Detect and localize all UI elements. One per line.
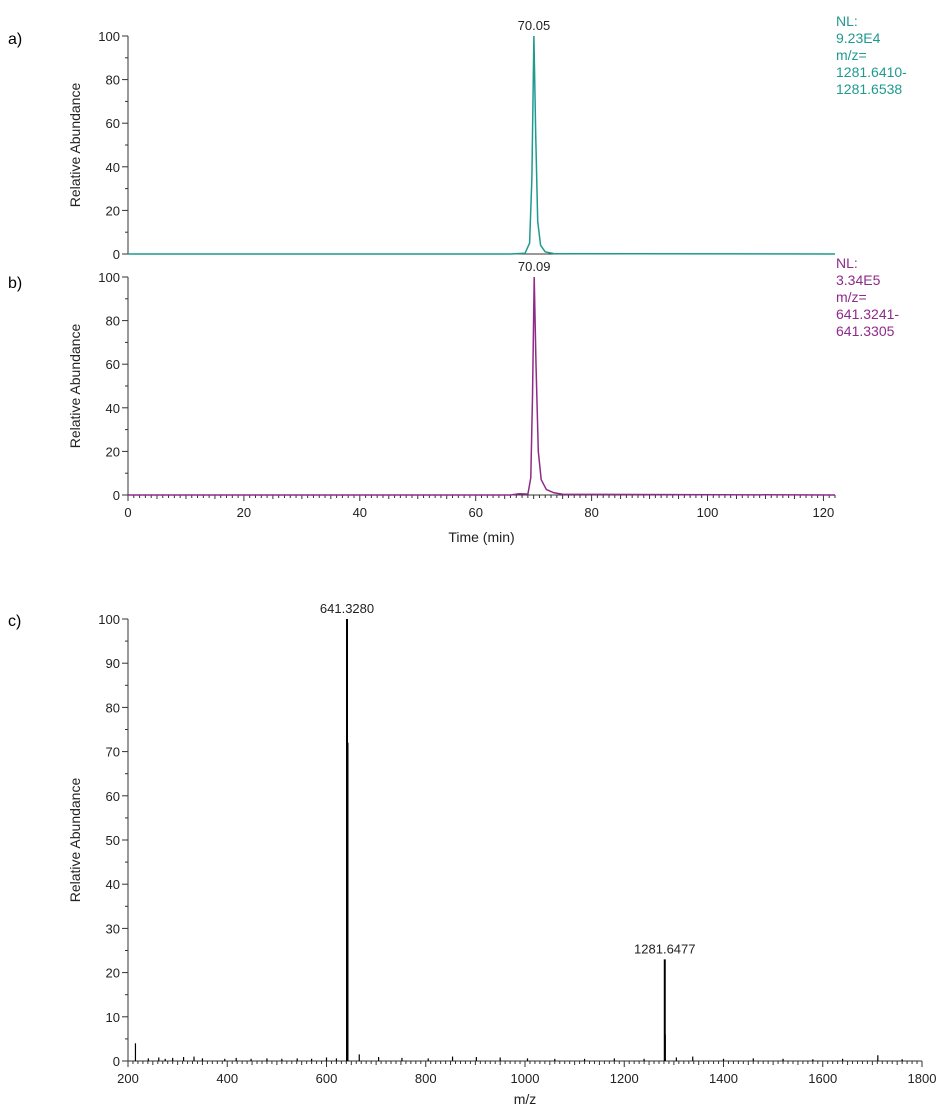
panel-c-x-tick-label: 600 bbox=[316, 1071, 338, 1086]
panel-b-y-axis-title: Relative Abundance bbox=[67, 324, 83, 449]
panel-c-x-axis-title: m/z bbox=[514, 1091, 537, 1107]
panel-b-info-line: 641.3241- bbox=[836, 306, 899, 322]
panel-c-x-tick-label: 1000 bbox=[511, 1071, 540, 1086]
panel-b-info-line: 641.3305 bbox=[836, 323, 895, 339]
panel-c-y-tick-label: 20 bbox=[106, 966, 120, 981]
panel-a-series-line bbox=[128, 35, 836, 255]
panel-c-peak-annotation: 641.3280 bbox=[320, 601, 374, 616]
panel-c-y-axis-title: Relative Abundance bbox=[67, 778, 83, 903]
panel-b-x-axis-title: Time (min) bbox=[448, 529, 514, 545]
panel-c-y-tick-label: 10 bbox=[106, 1010, 120, 1025]
panel-a-y-tick-label: 100 bbox=[98, 29, 120, 44]
panel-b-y-tick-label: 0 bbox=[113, 488, 120, 503]
panel-b-series-line bbox=[128, 276, 836, 496]
panel-a-info-line: 9.23E4 bbox=[836, 30, 881, 46]
panel-b-x-tick-label: 120 bbox=[813, 505, 835, 520]
panel-c-x-tick-label: 800 bbox=[415, 1071, 437, 1086]
panel-b-info-line: NL: bbox=[836, 255, 858, 271]
panel-a-label: a) bbox=[8, 31, 22, 48]
panel-b-x-tick-label: 20 bbox=[237, 505, 251, 520]
panel-c-peak-annotation: 1281.6477 bbox=[634, 941, 695, 956]
panel-b-y-tick-label: 100 bbox=[98, 270, 120, 285]
panel-b-x-tick-label: 40 bbox=[353, 505, 367, 520]
panel-b-x-tick-label: 80 bbox=[584, 505, 598, 520]
panel-a-info-line: 1281.6410- bbox=[836, 64, 907, 80]
panel-c-y-tick-label: 100 bbox=[98, 612, 120, 627]
panel-a-y-tick-label: 20 bbox=[106, 203, 120, 218]
panel-c-x-tick-label: 400 bbox=[216, 1071, 238, 1086]
panel-c-x-tick-label: 1600 bbox=[808, 1071, 837, 1086]
panel-b-peak-label: 70.09 bbox=[518, 259, 551, 274]
panel-c-x-tick-label: 1400 bbox=[709, 1071, 738, 1086]
panel-c-x-tick-label: 1800 bbox=[908, 1071, 937, 1086]
panel-b-x-tick-label: 100 bbox=[697, 505, 719, 520]
panel-b-info-line: m/z= bbox=[836, 289, 867, 305]
panel-c-y-tick-label: 80 bbox=[106, 700, 120, 715]
panel-c-label: c) bbox=[8, 613, 21, 630]
panel-a-y-axis-title: Relative Abundance bbox=[67, 83, 83, 208]
panel-b-info-line: 3.34E5 bbox=[836, 272, 881, 288]
panel-b-y-tick-label: 80 bbox=[106, 314, 120, 329]
panel-c-y-tick-label: 70 bbox=[106, 745, 120, 760]
panel-c-x-tick-label: 1200 bbox=[610, 1071, 639, 1086]
panel-c-y-tick-label: 60 bbox=[106, 789, 120, 804]
panel-c-y-tick-label: 50 bbox=[106, 833, 120, 848]
panel-c-y-tick-label: 0 bbox=[113, 1054, 120, 1069]
panel-b-y-tick-label: 40 bbox=[106, 401, 120, 416]
panel-a-y-tick-label: 80 bbox=[106, 73, 120, 88]
panel-c-x-tick-label: 200 bbox=[117, 1071, 139, 1086]
panel-b-x-tick-label: 60 bbox=[468, 505, 482, 520]
panel-a-info-line: NL: bbox=[836, 13, 858, 29]
panel-b-y-tick-label: 20 bbox=[106, 444, 120, 459]
panel-b-y-tick-label: 60 bbox=[106, 357, 120, 372]
panel-a-y-tick-label: 40 bbox=[106, 160, 120, 175]
panel-a-y-tick-label: 0 bbox=[113, 247, 120, 262]
panel-a-peak-label: 70.05 bbox=[518, 18, 551, 33]
panel-c-y-tick-label: 90 bbox=[106, 656, 120, 671]
panel-c-y-tick-label: 40 bbox=[106, 877, 120, 892]
panel-a-info-line: m/z= bbox=[836, 47, 867, 63]
panel-c-y-tick-label: 30 bbox=[106, 921, 120, 936]
panel-b-x-tick-label: 0 bbox=[124, 505, 131, 520]
panel-a-info-line: 1281.6538 bbox=[836, 81, 902, 97]
panel-b-label: b) bbox=[8, 275, 22, 292]
panel-a-y-tick-label: 60 bbox=[106, 116, 120, 131]
